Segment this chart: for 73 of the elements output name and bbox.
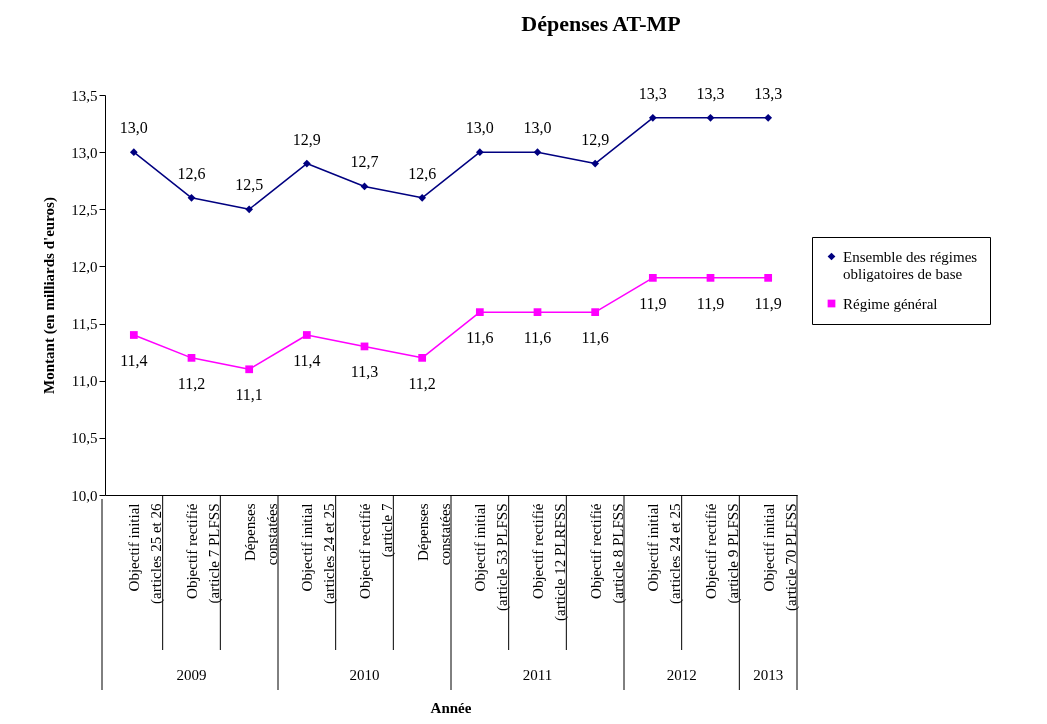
data-label: 13,0 [465,119,494,137]
data-label: 12,9 [292,130,321,148]
data-label: 11,3 [350,363,379,381]
y-tick-label: 12,0 [71,258,98,275]
point [648,113,657,122]
point [245,205,254,214]
point [764,273,773,282]
data-label: 11,2 [177,374,206,392]
text: 2010 [349,667,380,683]
data-label: 11,9 [754,294,782,312]
data-label: 12,5 [235,176,264,194]
data-label: 12,6 [408,164,437,182]
point [591,159,600,168]
data-label: 13,3 [638,84,667,102]
x-tick-label: Objectif rectifié (article 7 [357,503,396,599]
point [418,193,427,202]
point [187,353,196,362]
point [648,273,657,282]
point [764,113,773,122]
y-tick-label: 10,0 [71,487,98,504]
point [475,308,484,317]
text: Année [430,700,472,716]
point [591,308,600,317]
point [302,331,311,339]
y-tick-label: 13,5 [71,87,98,104]
point [475,148,484,157]
point [302,159,311,168]
x-tick-label: Dépenses constatées [414,503,453,566]
data-label: 11,4 [293,352,321,369]
x-tick-label: Objectif initial (article 70 PLFSS [760,503,800,611]
text: 2013 [753,667,784,683]
data-label: 13,3 [696,84,725,102]
y-tick-label: 12,5 [71,201,98,218]
x-tick-label: Objectif rectifié (article 9 PLFSS [703,503,742,604]
data-label: 11,6 [523,329,552,347]
legend-label: Ensemble des régimes obligatoires de base [843,248,978,282]
text: 2009 [176,667,207,683]
point [706,113,715,122]
data-label: 12,9 [581,130,610,148]
point [418,353,427,362]
point [706,273,715,282]
data-label: 13,0 [119,119,148,137]
point [245,365,254,374]
y-tick-label: 11,5 [71,316,98,333]
data-label: 12,6 [177,164,206,182]
x-tick-label: Dépenses constatées [241,503,280,566]
point [533,308,542,317]
point [187,193,196,202]
text: 2011 [522,667,553,683]
data-label: 11,4 [120,352,148,369]
text: 2012 [666,667,697,683]
data-label: 11,2 [408,374,436,392]
y-axis-title: Montant (en milliards d'euros) [41,197,59,394]
y-tick-label: 10,5 [71,430,98,447]
point [129,148,138,157]
data-label: 13,3 [754,84,783,102]
legend-label: Régime général [843,295,938,312]
x-tick-label: Objectif rectifié (article 8 PLFSS [587,503,627,604]
data-label: 11,9 [696,294,725,312]
point [533,148,542,157]
x-tick-label: Objectif initial (articles 24 et 25 [645,503,685,604]
x-tick-label: Objectif rectifié (article 7 PLFSS [184,503,223,604]
data-label: 11,6 [466,329,494,347]
data-label: 12,7 [350,153,379,171]
data-label: 11,6 [581,329,609,347]
data-label: 11,1 [235,386,263,404]
chart-title: Dépenses AT-MP [521,10,681,36]
y-tick-label: 11,0 [71,373,98,390]
data-label: 11,9 [639,294,667,312]
x-tick-label: Objectif initial (articles 25 et 26 [126,503,166,604]
data-label: 13,0 [523,119,552,137]
y-tick-label: 13,0 [71,144,98,161]
point [129,331,138,339]
